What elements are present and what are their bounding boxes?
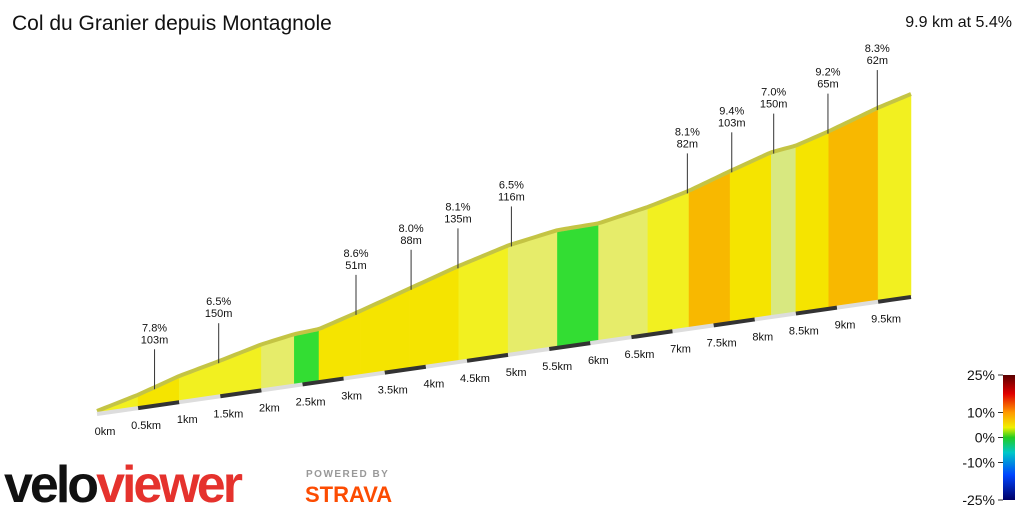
annotation-gradient: 7.0% [761, 87, 786, 99]
x-tick-label: 7km [670, 343, 691, 355]
scale-label: -10% [962, 455, 995, 471]
x-tick-label: 6km [588, 355, 609, 367]
x-tick-label: 2km [259, 402, 280, 414]
color-scale [1003, 375, 1015, 500]
gradient-segment [507, 231, 558, 355]
annotation-length: 103m [141, 334, 169, 346]
axis-segment [425, 358, 468, 369]
x-tick-label: 0km [95, 426, 116, 438]
annotation-gradient: 7.8% [142, 322, 167, 334]
scale-label: 10% [967, 405, 995, 421]
gradient-segment [770, 147, 797, 317]
scale-label: 0% [975, 430, 995, 446]
annotation-gradient: 8.3% [865, 43, 890, 55]
x-tick-label: 4.5km [460, 373, 490, 385]
x-tick-label: 7.5km [707, 337, 737, 349]
annotation-length: 135m [444, 213, 472, 225]
axis-segment [631, 329, 673, 340]
gradient-segment [647, 192, 690, 335]
x-tick-label: 1km [177, 414, 198, 426]
gradient-segment [688, 172, 731, 329]
logo-velo: velo [4, 456, 97, 512]
axis-segment [590, 335, 632, 346]
logo-viewer: viewer [96, 456, 243, 512]
axis-segment [713, 317, 756, 328]
annotation-gradient: 9.4% [719, 105, 744, 117]
gradient-segment [729, 153, 772, 323]
x-tick-label: 3km [341, 391, 362, 403]
x-tick-label: 3.5km [378, 385, 408, 397]
annotation-length: 116m [498, 191, 525, 203]
axis-segment [548, 341, 591, 351]
annotation-gradient: 6.5% [499, 179, 524, 191]
axis-segment [754, 311, 797, 322]
x-tick-label: 6.5km [624, 349, 654, 361]
x-tick-label: 4km [423, 379, 444, 391]
axis-segment [795, 305, 838, 316]
annotation-length: 82m [677, 138, 698, 150]
axis-segment [466, 352, 509, 363]
gradient-segment [557, 225, 599, 348]
profile-top-edge [96, 92, 912, 413]
scale-label: 25% [967, 367, 995, 383]
axis-segment [137, 400, 180, 411]
axis-segment [96, 406, 139, 416]
gradient-segment [359, 290, 410, 376]
x-tick-label: 9km [835, 320, 856, 332]
axis-segment [261, 382, 303, 393]
gradient-segment [877, 95, 912, 302]
x-tick-label: 2.5km [296, 396, 326, 408]
powered-by: POWERED BY [306, 469, 389, 480]
x-tick-label: 5.5km [542, 361, 572, 373]
axis-segment [302, 376, 344, 387]
x-tick-label: 1.5km [213, 408, 243, 420]
annotation-gradient: 8.6% [343, 248, 368, 260]
x-tick-label: 8km [752, 331, 773, 343]
x-tick-label: 8.5km [789, 326, 819, 338]
strava-logo: STRAVA [305, 482, 392, 507]
axis-segment [178, 394, 221, 405]
summary: 9.9 km at 5.4% [905, 14, 1012, 31]
annotation-length: 88m [400, 235, 421, 247]
axis-segment [220, 388, 262, 399]
axis-segment [836, 299, 879, 310]
x-tick-label: 0.5km [131, 420, 161, 432]
annotation-gradient: 6.5% [206, 296, 231, 308]
gradient-segment [598, 208, 649, 342]
scale-label: -25% [962, 492, 995, 508]
x-tick-label: 5km [506, 367, 527, 379]
axis-segment [672, 323, 714, 334]
annotation-length: 51m [345, 260, 366, 272]
annotation-gradient: 9.2% [815, 67, 840, 79]
chart-title: Col du Granier depuis Montagnole [12, 12, 332, 35]
annotation-length: 103m [718, 117, 746, 129]
annotation-length: 62m [867, 55, 888, 67]
annotation-length: 150m [760, 99, 788, 111]
annotation-gradient: 8.1% [675, 126, 700, 138]
axis-segment [507, 347, 550, 357]
annotation-gradient: 8.1% [445, 201, 470, 213]
gradient-segment [294, 330, 320, 385]
axis-segment [877, 295, 912, 304]
gradient-segment [318, 312, 361, 382]
gradient-segment [828, 109, 879, 309]
gradient-segment [795, 132, 830, 313]
annotation-length: 150m [205, 308, 233, 320]
annotation-gradient: 8.0% [399, 223, 424, 235]
axis-segment [384, 364, 427, 375]
logo: veloviewer [4, 456, 243, 512]
x-tick-label: 9.5km [871, 314, 901, 326]
axis-segment [343, 370, 386, 381]
annotation-length: 65m [817, 79, 838, 91]
